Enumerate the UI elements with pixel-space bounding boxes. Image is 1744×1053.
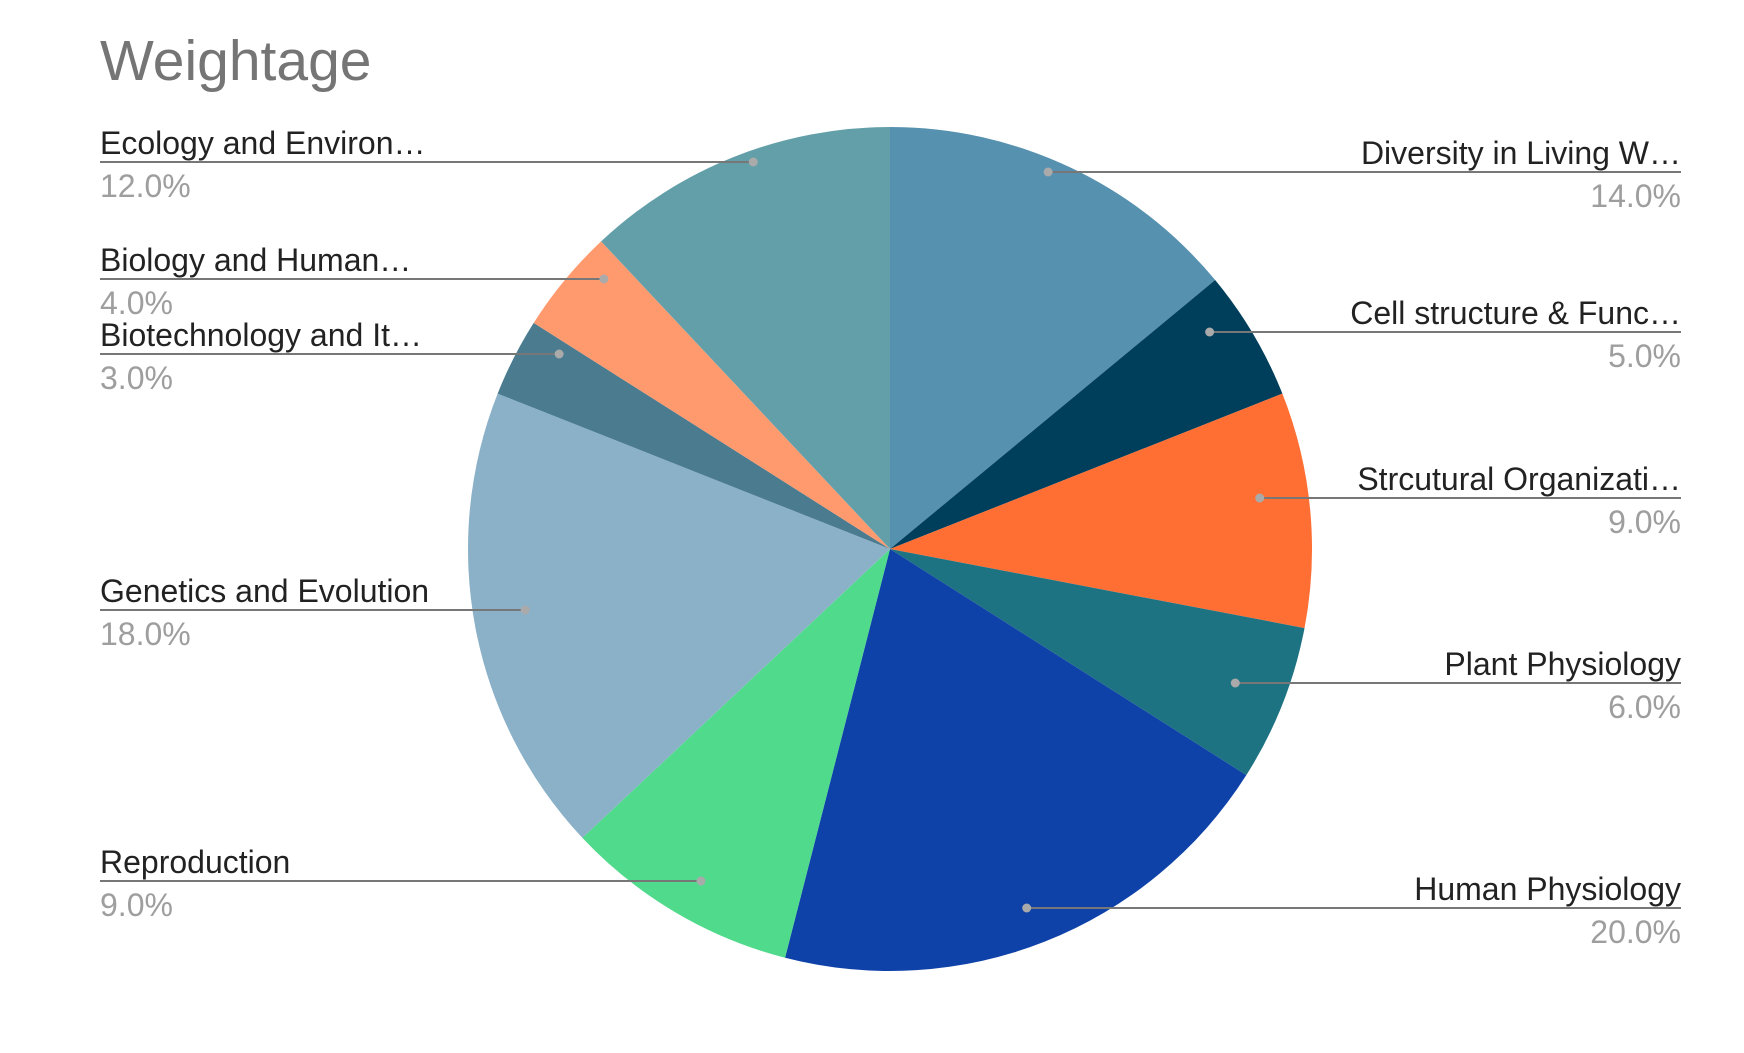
slice-percentage: 6.0% — [1608, 689, 1681, 725]
pie-slice — [890, 280, 1283, 549]
slice-label: Reproduction — [100, 844, 290, 880]
slice-label: Human Physiology — [1414, 871, 1681, 907]
pie-slices — [467, 127, 1313, 971]
slice-label: Cell structure & Func… — [1350, 295, 1681, 331]
slice-label: Diversity in Living W… — [1361, 135, 1681, 171]
slice-label: Strcutural Organizati… — [1357, 461, 1681, 497]
leader-dot — [599, 274, 609, 284]
slice-percentage: 9.0% — [100, 887, 173, 923]
slice-label: Ecology and Environ… — [100, 125, 426, 161]
pie-slice — [785, 549, 1247, 971]
slice-label: Biotechnology and It… — [100, 317, 422, 353]
chart-title: Weightage — [100, 29, 371, 93]
leader-dot — [1230, 678, 1240, 688]
slice-label: Biology and Human… — [100, 242, 411, 278]
pie-slice — [497, 322, 890, 549]
slice-labels: Diversity in Living W… 14.0% Cell structur… — [100, 125, 1681, 950]
leader-dot — [696, 876, 706, 886]
pie-slice — [533, 241, 890, 549]
leader-dot — [1043, 167, 1053, 177]
leader-dot — [1205, 327, 1215, 337]
pie-slice — [582, 549, 890, 958]
leader-dot — [1255, 493, 1265, 503]
leader-dot — [1022, 903, 1032, 913]
pie-slice — [601, 127, 890, 549]
slice-percentage: 14.0% — [1590, 178, 1681, 214]
pie-slice — [467, 393, 890, 838]
slice-percentage: 3.0% — [100, 360, 173, 396]
pie-slice — [890, 549, 1305, 776]
leader-dot — [554, 349, 564, 359]
slice-percentage: 9.0% — [1608, 504, 1681, 540]
leader-dot — [748, 157, 758, 167]
pie-slice — [890, 127, 1216, 549]
slice-percentage: 20.0% — [1590, 914, 1681, 950]
pie-slice — [890, 393, 1313, 629]
slice-label: Genetics and Evolution — [100, 573, 429, 609]
slice-percentage: 12.0% — [100, 168, 191, 204]
slice-percentage: 4.0% — [100, 285, 173, 321]
leader-dot — [520, 605, 530, 615]
slice-percentage: 18.0% — [100, 616, 191, 652]
slice-percentage: 5.0% — [1608, 338, 1681, 374]
slice-label: Plant Physiology — [1444, 646, 1681, 682]
